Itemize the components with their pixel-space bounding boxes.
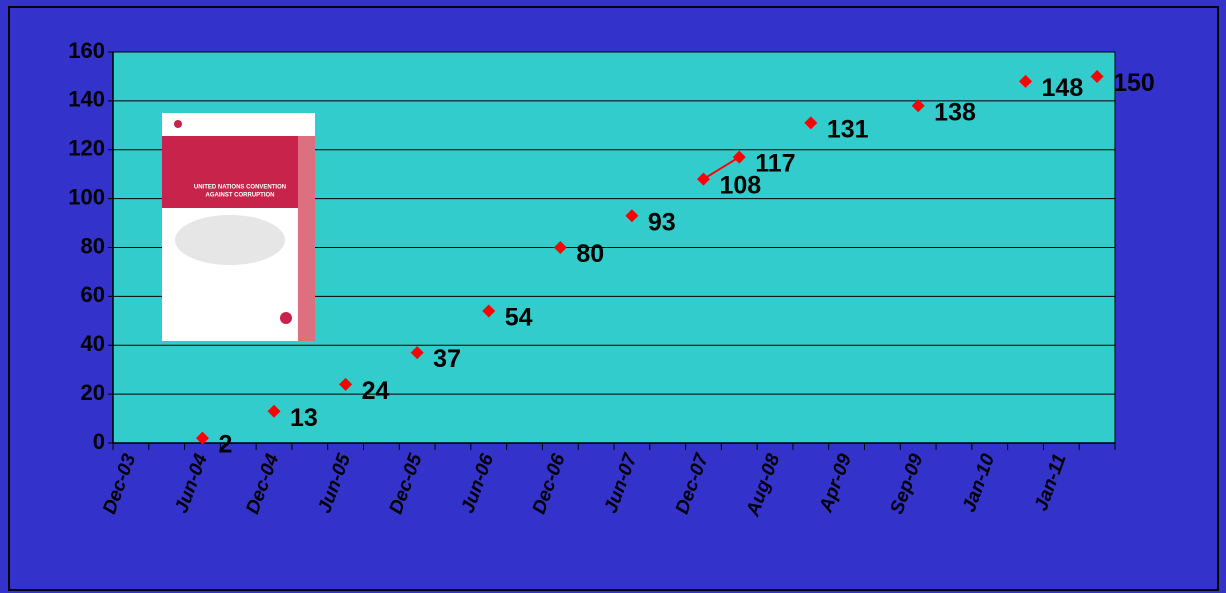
data-label: 93 — [648, 208, 676, 236]
data-label: 54 — [505, 304, 533, 332]
marker — [804, 116, 818, 130]
y-tick-label: 0 — [93, 429, 105, 454]
y-tick-label: 20 — [81, 380, 105, 405]
data-label: 13 — [290, 404, 318, 432]
data-label: 150 — [1113, 69, 1155, 97]
marker — [339, 377, 353, 391]
y-tick-label: 80 — [81, 233, 105, 258]
cover-spine — [298, 136, 315, 341]
frame — [8, 6, 1219, 591]
y-tick-label: 100 — [68, 184, 105, 209]
data-label: 131 — [827, 115, 869, 143]
y-tick-label: 120 — [68, 136, 105, 161]
marker — [553, 241, 567, 254]
data-label: 2 — [218, 431, 232, 459]
y-tick-label: 160 — [68, 38, 105, 63]
marker — [911, 99, 925, 113]
data-label: 24 — [362, 377, 390, 405]
marker — [482, 304, 496, 318]
cover-map — [175, 215, 285, 265]
cover-band — [162, 136, 315, 208]
data-label: 108 — [719, 172, 761, 200]
marker — [410, 346, 424, 360]
marker — [1090, 69, 1104, 83]
data-label: 117 — [755, 150, 795, 178]
cover-logo — [280, 312, 292, 324]
y-tick-label: 140 — [68, 87, 105, 112]
marker — [195, 431, 209, 445]
cover-image: UNITED NATIONS CONVENTION AGAINST CORRUP… — [162, 113, 315, 341]
marker — [625, 209, 639, 223]
marker — [696, 172, 710, 186]
marker — [732, 150, 746, 164]
y-tick-label: 40 — [81, 331, 105, 356]
data-label: 80 — [576, 240, 604, 268]
y-tick-label: 60 — [81, 282, 105, 307]
data-label: 37 — [433, 345, 461, 373]
series-line — [702, 156, 740, 180]
cover-title: UNITED NATIONS CONVENTION — [194, 185, 286, 191]
marker — [267, 404, 281, 418]
cover-title: AGAINST CORRUPTION — [206, 193, 275, 199]
data-label: 138 — [934, 98, 976, 126]
cover-logo — [174, 120, 182, 128]
marker — [1019, 74, 1033, 88]
data-label: 148 — [1042, 74, 1084, 102]
